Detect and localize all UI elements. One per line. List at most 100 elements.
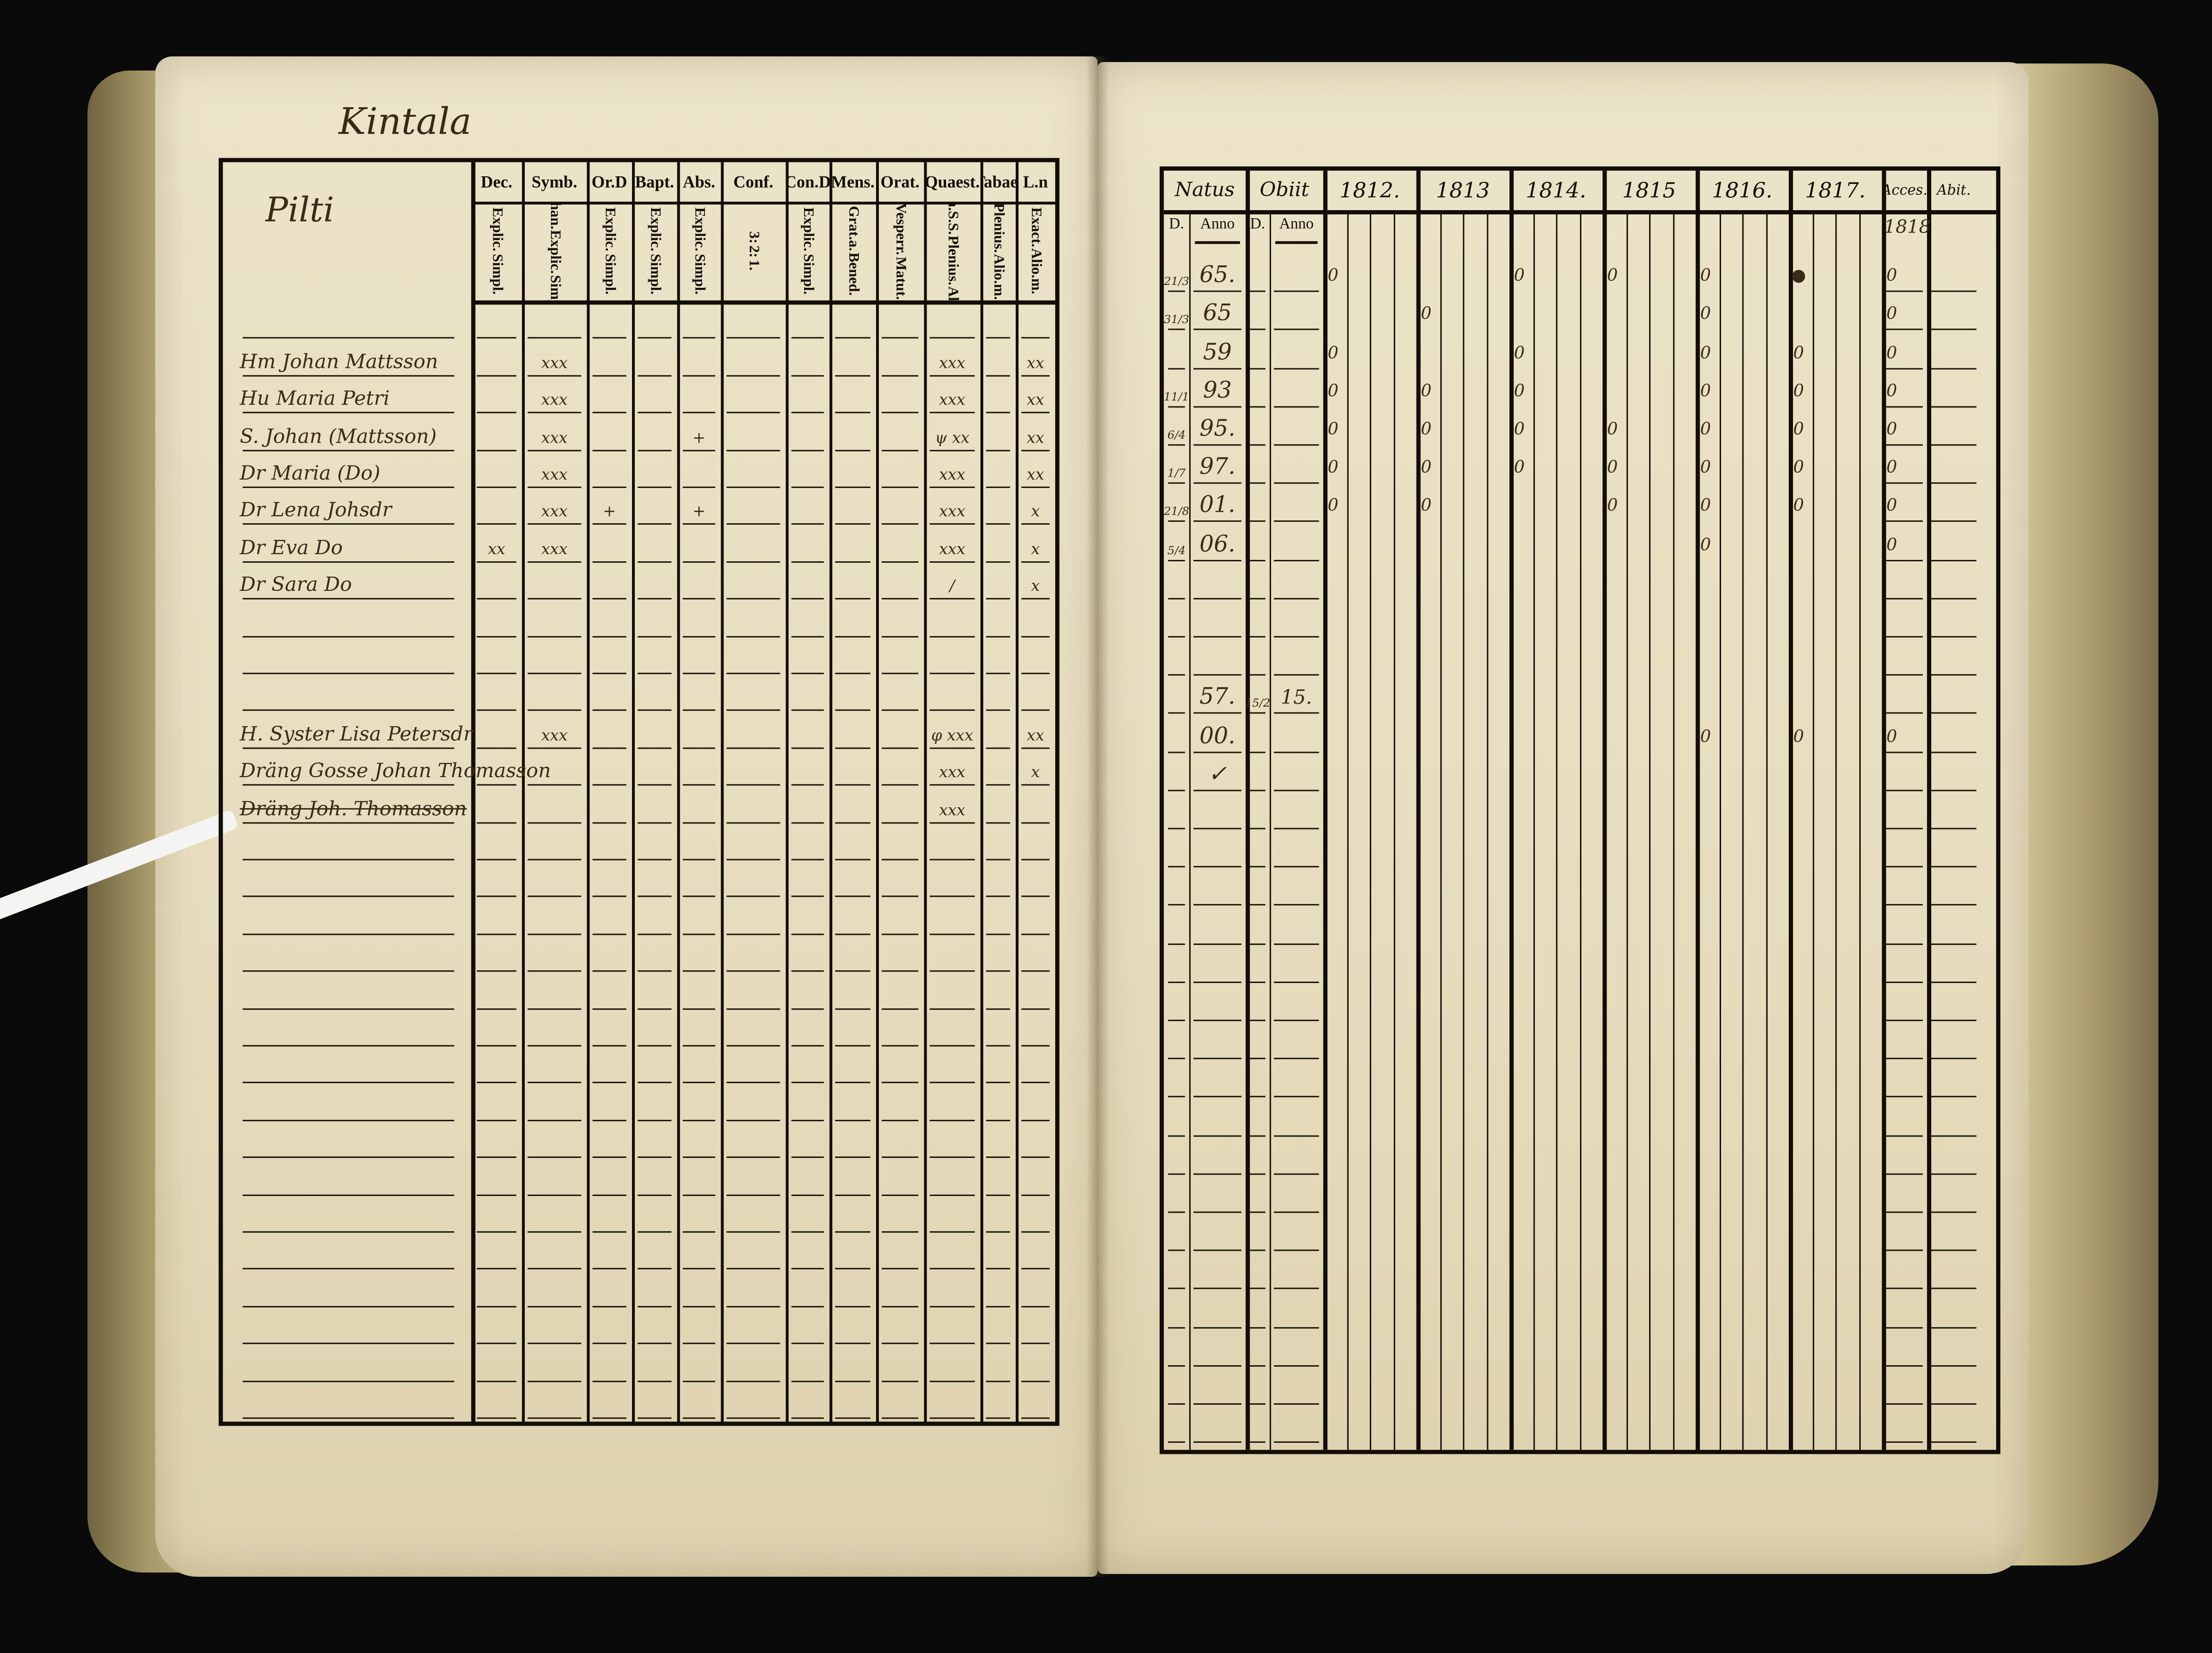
- ruled-line: [683, 561, 715, 563]
- ruled-line: [683, 896, 715, 898]
- ruled-line: [1931, 1326, 1977, 1328]
- ruled-line: [986, 412, 1010, 414]
- ruled-line: [637, 710, 672, 711]
- ruled-line: [1886, 598, 1923, 599]
- exam-mark: /: [949, 577, 955, 596]
- ruled-line: [477, 524, 517, 526]
- subheader-labels: Explic. Simpl.: [601, 208, 617, 294]
- column-divider: [1882, 171, 1886, 1450]
- ruled-line: [1021, 449, 1050, 451]
- ruled-line: [637, 933, 672, 935]
- ruled-line: [929, 449, 975, 451]
- ruled-line: [1250, 1288, 1265, 1290]
- birth-day: 6/4: [1167, 428, 1186, 442]
- ruled-line: [1886, 943, 1923, 944]
- ruled-line: [1168, 1326, 1185, 1328]
- ruled-line: [835, 821, 871, 823]
- ruled-line: [1274, 674, 1319, 676]
- village-title: Kintala: [338, 101, 472, 144]
- ruled-line: [637, 1194, 672, 1196]
- ruled-line: [986, 1045, 1010, 1047]
- column-subheader: Explic. Simpl.: [632, 202, 677, 300]
- ruled-line: [835, 1008, 871, 1010]
- ruled-line: [1274, 904, 1319, 906]
- ruled-line: [929, 487, 975, 488]
- ruled-line: [527, 487, 581, 488]
- column-subheader: Explic. Simpl.: [471, 202, 522, 300]
- ruled-line: [1931, 943, 1977, 944]
- subcolumn-divider: [1672, 210, 1674, 1450]
- subcolumn-divider: [1858, 210, 1860, 1450]
- ruled-line: [637, 859, 672, 861]
- birth-year: 65: [1203, 299, 1232, 326]
- ruled-line: [477, 1380, 517, 1382]
- ruled-line: [1168, 1096, 1185, 1098]
- ruled-line: [1886, 1403, 1923, 1405]
- ruled-line: [527, 1119, 581, 1121]
- attendance-mark: 0: [1327, 380, 1339, 400]
- column-divider: [587, 162, 590, 1422]
- exam-mark: +: [692, 502, 706, 521]
- ruled-line: [726, 524, 780, 526]
- attendance-mark: 0: [1700, 380, 1711, 400]
- ruled-line: [1193, 1211, 1242, 1213]
- subcolumn-divider: [1812, 210, 1814, 1450]
- ruled-line: [1931, 636, 1977, 638]
- ruled-line: [1021, 1045, 1050, 1047]
- ruled-line: [477, 1306, 517, 1308]
- ruled-line: [835, 784, 871, 786]
- ruled-line: [1021, 859, 1050, 861]
- person-name: Dr Sara Do: [240, 574, 352, 597]
- ruled-line: [1931, 751, 1977, 753]
- attendance-mark: 0: [1421, 304, 1432, 324]
- ruled-line: [592, 635, 627, 637]
- column-header-4: Bapt.: [635, 171, 674, 192]
- exam-mark: +: [602, 502, 616, 521]
- person-name: [231, 598, 477, 634]
- column-subheader: Explic. Simpl.: [587, 202, 632, 300]
- ruled-line: [527, 524, 581, 526]
- exam-mark: ψ xx: [935, 428, 970, 447]
- ruled-line: [929, 1417, 975, 1419]
- population-register-table: Natus Obiit 1812. 1813 1814. 1815 1816. 1817. Ac…: [1159, 166, 2000, 1454]
- ruled-line: [986, 598, 1010, 600]
- ruled-line: [791, 561, 824, 563]
- ruled-line: [929, 1119, 975, 1121]
- ruled-line: [243, 970, 455, 972]
- ruled-line: [1886, 712, 1923, 714]
- ruled-line: [986, 375, 1010, 376]
- ruled-line: [243, 412, 455, 414]
- ruled-line: [1250, 559, 1265, 561]
- ruled-line: [1193, 866, 1242, 868]
- year-header: 1815: [1622, 177, 1676, 203]
- accessit-mark: 0: [1886, 342, 1897, 362]
- ruled-line: [1250, 1365, 1265, 1367]
- ruled-line: [477, 635, 517, 637]
- ruled-line: [592, 970, 627, 972]
- ruled-line: [1168, 1211, 1185, 1213]
- ruled-line: [1168, 1403, 1185, 1405]
- attendance-mark: 0: [1421, 457, 1432, 477]
- attendance-mark: 0: [1793, 457, 1804, 477]
- birth-year: 59: [1203, 338, 1232, 365]
- ruled-line: [1274, 444, 1319, 446]
- ruled-line: [1250, 943, 1265, 944]
- ruled-line: [791, 1156, 824, 1158]
- ruled-line: [243, 672, 455, 674]
- ruled-line: [881, 1417, 918, 1419]
- ruled-line: [243, 487, 455, 488]
- ruled-line: [1193, 444, 1242, 446]
- subcolumn-divider: [1579, 210, 1581, 1450]
- ruled-line: [683, 1045, 715, 1047]
- column-header-7: Con.D: [785, 171, 830, 192]
- exam-mark: xxx: [939, 354, 966, 372]
- ruled-line: [986, 747, 1010, 749]
- ruled-line: [243, 933, 455, 935]
- exam-mark: xxx: [939, 763, 966, 782]
- ruled-line: [791, 375, 824, 376]
- ruled-line: [835, 375, 871, 376]
- ruled-line: [881, 1231, 918, 1233]
- ruled-line: [637, 672, 672, 674]
- ruled-line: [1886, 1135, 1923, 1136]
- ruled-line: [835, 1119, 871, 1121]
